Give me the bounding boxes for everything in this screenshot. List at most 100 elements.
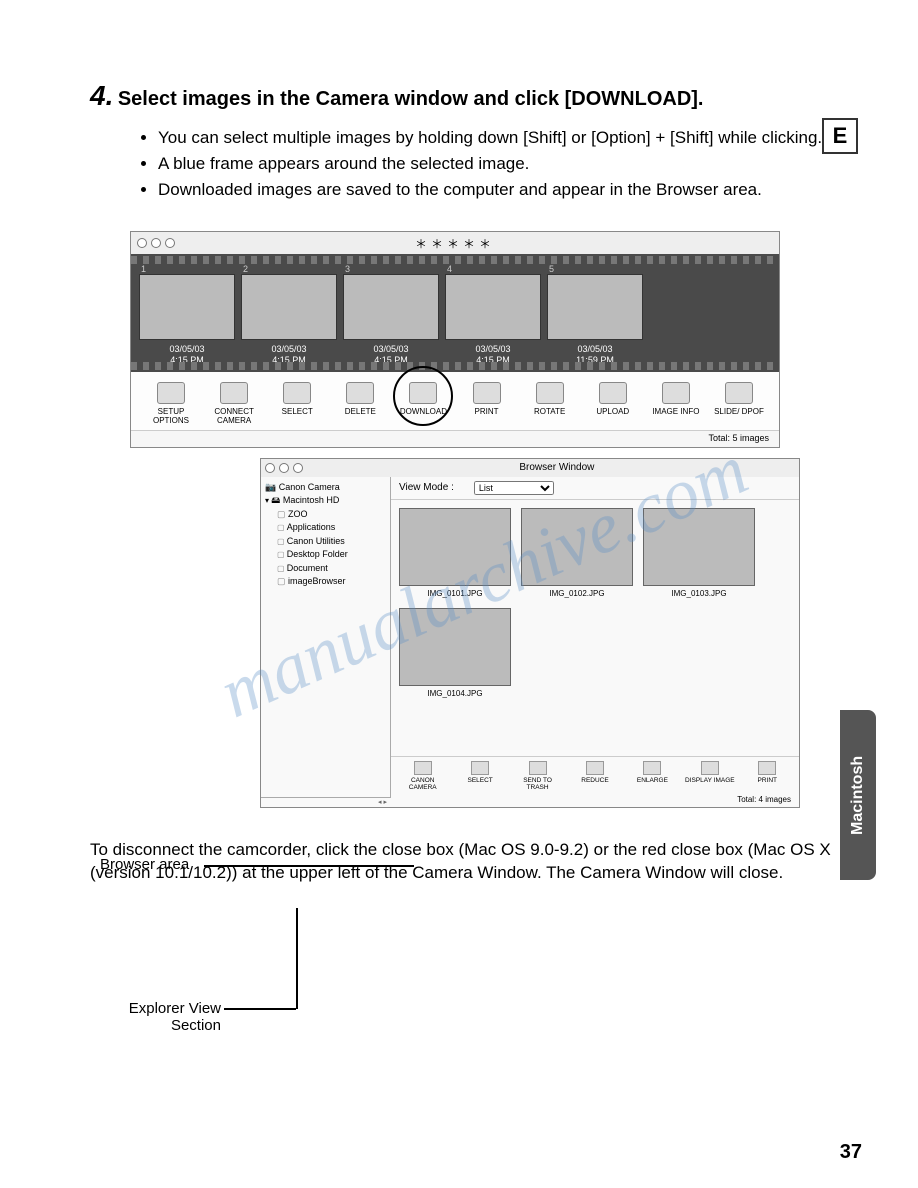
trash-icon [529, 761, 547, 775]
zoom-out-icon [586, 761, 604, 775]
display-image-button[interactable]: DISPLAY IMAGE [684, 761, 735, 791]
canon-camera-button[interactable]: CANON CAMERA [397, 761, 448, 791]
bullet-item: Downloaded images are saved to the compu… [158, 178, 858, 202]
download-button[interactable]: DOWNLOAD [393, 382, 453, 426]
print-button[interactable]: PRINT [457, 382, 517, 426]
select-button[interactable]: SELECT [454, 761, 505, 791]
upload-icon [599, 382, 627, 404]
thumb-number: 5 [547, 264, 643, 274]
callout-browser-area: Browser area [100, 856, 189, 873]
tree-item[interactable]: 📷 Canon Camera [265, 481, 386, 495]
select-icon [471, 761, 489, 775]
camera-window: ＊＊＊＊＊ 1 03/05/034:15 PM 2 03/05/034:15 P… [130, 231, 780, 447]
thumb-image [445, 274, 541, 340]
bullet-item: A blue frame appears around the selected… [158, 152, 858, 176]
download-icon [409, 382, 437, 404]
traffic-lights [137, 238, 175, 248]
thumb-meta: 03/05/034:15 PM [241, 344, 337, 366]
camera-total: Total: 5 images [131, 430, 779, 447]
tree-item[interactable]: Applications [265, 521, 386, 535]
camera-window-title: ＊＊＊＊＊ [415, 235, 495, 252]
page-number: 37 [840, 1141, 862, 1164]
grid-image [399, 508, 511, 586]
browser-toolbar: CANON CAMERA SELECT SEND TO TRASH REDUCE… [391, 756, 799, 793]
info-icon [662, 382, 690, 404]
send-to-trash-button[interactable]: SEND TO TRASH [512, 761, 563, 791]
language-badge: E [822, 118, 858, 154]
browser-grid: IMG_0101.JPG IMG_0102.JPG IMG_0103.JPG I… [391, 500, 799, 757]
select-icon [283, 382, 311, 404]
print-icon [758, 761, 776, 775]
setup-icon [157, 382, 185, 404]
grid-caption: IMG_0104.JPG [399, 689, 511, 698]
thumbnail-item[interactable]: 5 03/05/0311:59 PM [547, 264, 643, 366]
tree-item[interactable]: ZOO [265, 508, 386, 522]
image-info-button[interactable]: IMAGE INFO [646, 382, 706, 426]
view-mode-bar: View Mode : List [391, 477, 799, 500]
delete-button[interactable]: DELETE [330, 382, 390, 426]
thumb-meta: 03/05/034:15 PM [343, 344, 439, 366]
step-number: 4. [90, 80, 113, 111]
tree-item[interactable]: Document [265, 562, 386, 576]
zoom-icon[interactable] [293, 463, 303, 473]
thumb-image [139, 274, 235, 340]
grid-caption: IMG_0103.JPG [643, 589, 755, 598]
camera-toolbar: SETUP OPTIONS CONNECT CAMERA SELECT DELE… [131, 372, 779, 430]
instruction-bullets: You can select multiple images by holdin… [140, 126, 858, 201]
slide-icon [725, 382, 753, 404]
thumb-number: 1 [139, 264, 235, 274]
grid-caption: IMG_0101.JPG [399, 589, 511, 598]
display-icon [701, 761, 719, 775]
slide-dpof-button[interactable]: SLIDE/ DPOF [709, 382, 769, 426]
upload-button[interactable]: UPLOAD [583, 382, 643, 426]
thumbnail-item[interactable]: 3 03/05/034:15 PM [343, 264, 439, 366]
rotate-button[interactable]: ROTATE [520, 382, 580, 426]
grid-item[interactable]: IMG_0101.JPG [399, 508, 511, 598]
callout-line [224, 1008, 296, 1010]
thumb-number: 3 [343, 264, 439, 274]
print-button[interactable]: PRINT [742, 761, 793, 791]
tree-item[interactable]: imageBrowser [265, 575, 386, 589]
tree-scrollbar[interactable]: ◂ ▸ [261, 797, 391, 807]
close-icon[interactable] [265, 463, 275, 473]
filmstrip: 1 03/05/034:15 PM 2 03/05/034:15 PM 3 03… [131, 254, 779, 372]
browser-window-title: Browser Window [519, 462, 594, 473]
reduce-button[interactable]: REDUCE [569, 761, 620, 791]
zoom-icon[interactable] [165, 238, 175, 248]
thumb-number: 4 [445, 264, 541, 274]
rotate-icon [536, 382, 564, 404]
minimize-icon[interactable] [151, 238, 161, 248]
view-mode-select[interactable]: List [474, 481, 554, 495]
thumb-meta: 03/05/0311:59 PM [547, 344, 643, 366]
select-button[interactable]: SELECT [267, 382, 327, 426]
browser-titlebar: Browser Window [261, 459, 799, 477]
grid-item[interactable]: IMG_0103.JPG [643, 508, 755, 598]
connect-camera-button[interactable]: CONNECT CAMERA [204, 382, 264, 426]
step-heading: 4. Select images in the Camera window an… [90, 80, 858, 112]
thumbnail-item[interactable]: 1 03/05/034:15 PM [139, 264, 235, 366]
grid-image [521, 508, 633, 586]
thumbnail-item[interactable]: 2 03/05/034:15 PM [241, 264, 337, 366]
close-icon[interactable] [137, 238, 147, 248]
grid-image [643, 508, 755, 586]
callout-explorer: Explorer View Section [116, 1000, 221, 1034]
minimize-icon[interactable] [279, 463, 289, 473]
side-tab-macintosh: Macintosh [840, 710, 876, 880]
tree-item[interactable]: 🖴 Macintosh HD [265, 494, 386, 508]
disconnect-paragraph: To disconnect the camcorder, click the c… [90, 838, 858, 886]
callout-line [204, 865, 414, 867]
thumbnail-item[interactable]: 4 03/05/034:15 PM [445, 264, 541, 366]
grid-item[interactable]: IMG_0102.JPG [521, 508, 633, 598]
thumb-image [547, 274, 643, 340]
enlarge-button[interactable]: ENLARGE [627, 761, 678, 791]
camera-icon [220, 382, 248, 404]
setup-options-button[interactable]: SETUP OPTIONS [141, 382, 201, 426]
delete-icon [346, 382, 374, 404]
camera-titlebar: ＊＊＊＊＊ [131, 232, 779, 254]
thumb-image [343, 274, 439, 340]
tree-item[interactable]: Desktop Folder [265, 548, 386, 562]
thumb-meta: 03/05/034:15 PM [139, 344, 235, 366]
tree-item[interactable]: Canon Utilities [265, 535, 386, 549]
grid-item[interactable]: IMG_0104.JPG [399, 608, 511, 698]
print-icon [473, 382, 501, 404]
